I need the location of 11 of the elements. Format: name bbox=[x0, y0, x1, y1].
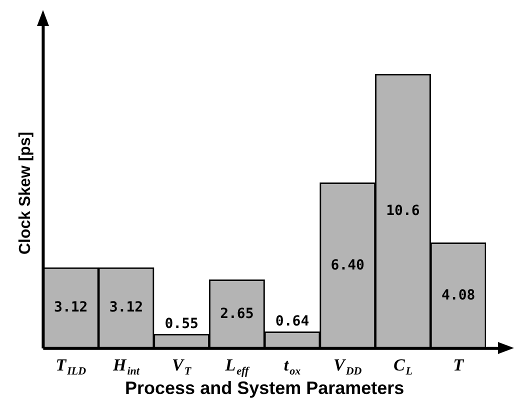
x-axis-title: Process and System Parameters bbox=[125, 378, 404, 398]
data-label: 0.55 bbox=[164, 316, 198, 332]
data-label: 2.65 bbox=[220, 306, 254, 322]
data-label: 3.12 bbox=[109, 300, 144, 316]
data-label: 0.64 bbox=[275, 313, 310, 330]
data-label: 10.6 bbox=[386, 202, 420, 219]
data-label: 4.08 bbox=[441, 287, 476, 304]
data-label: 3.12 bbox=[54, 300, 88, 316]
data-label: 6.40 bbox=[330, 257, 364, 274]
y-axis-title: Clock Skew [ps] bbox=[17, 132, 34, 255]
x-tick-label: T bbox=[453, 355, 464, 374]
